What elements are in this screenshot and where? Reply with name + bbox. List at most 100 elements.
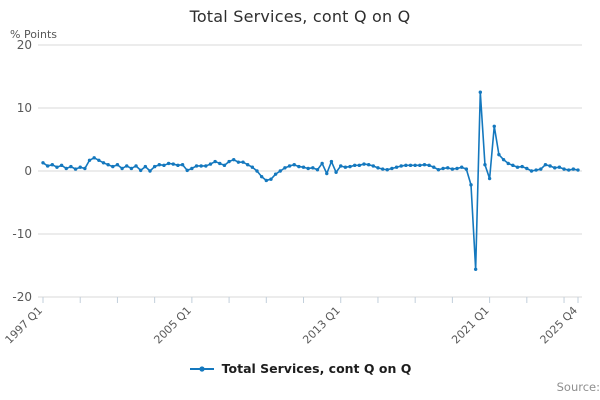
y-tick-label: 0: [24, 164, 32, 178]
data-point: [473, 267, 478, 271]
data-point: [157, 163, 161, 167]
data-point: [436, 168, 441, 172]
data-point: [241, 160, 245, 164]
data-point: [264, 178, 268, 183]
data-point: [208, 162, 213, 166]
data-point: [311, 166, 315, 170]
legend-item-total-services[interactable]: Total Services, cont Q on Q: [189, 361, 412, 376]
data-point: [543, 163, 548, 167]
data-point: [185, 168, 189, 173]
data-point: [357, 163, 362, 168]
data-point: [129, 166, 134, 171]
data-point: [441, 166, 445, 171]
data-point: [204, 164, 208, 168]
data-point: [125, 164, 129, 168]
data-point: [120, 166, 124, 171]
data-point: [506, 161, 510, 166]
data-point: [571, 167, 576, 171]
legend-label: Total Services, cont Q on Q: [221, 361, 412, 376]
data-point: [218, 161, 222, 166]
source-label: Source:: [556, 380, 600, 394]
data-point: [334, 170, 338, 174]
data-point: [432, 165, 436, 169]
data-point: [567, 168, 571, 172]
data-point: [232, 157, 236, 162]
series-line: [42, 91, 579, 271]
data-point: [464, 167, 469, 171]
data-point: [348, 164, 352, 169]
data-point: [413, 163, 417, 168]
data-point: [41, 161, 45, 165]
data-point: [487, 176, 492, 181]
y-tick-label: 10: [17, 101, 32, 115]
data-point: [50, 163, 54, 167]
data-point: [273, 172, 278, 176]
data-point: [55, 165, 59, 169]
data-point: [199, 164, 203, 168]
x-tick-label: 2021 Q1: [449, 304, 492, 347]
data-point: [297, 164, 301, 169]
data-point: [101, 161, 106, 165]
data-point: [111, 164, 115, 169]
data-point: [259, 174, 264, 179]
data-point: [269, 177, 273, 181]
data-point: [180, 163, 185, 167]
data-point: [152, 164, 157, 169]
data-point: [292, 163, 296, 167]
data-point: [501, 157, 506, 162]
data-point: [576, 168, 580, 172]
data-point: [250, 165, 255, 169]
data-point: [69, 164, 73, 169]
data-point: [390, 166, 394, 171]
data-point: [329, 159, 334, 164]
data-point: [446, 166, 450, 170]
data-point: [139, 168, 143, 173]
data-point: [557, 165, 562, 169]
data-point: [190, 166, 194, 171]
data-point: [283, 166, 287, 170]
chart-title: Total Services, cont Q on Q: [189, 7, 411, 26]
y-tick-label: -10: [12, 227, 32, 241]
data-point: [422, 163, 427, 167]
data-point: [213, 159, 217, 164]
data-point: [553, 166, 557, 170]
data-point: [548, 164, 552, 168]
data-point: [339, 164, 343, 168]
x-tick-label: 1997 Q1: [3, 304, 46, 347]
data-point: [278, 169, 282, 173]
data-point: [115, 163, 120, 167]
data-point: [343, 165, 348, 169]
data-point: [255, 169, 259, 173]
data-point: [236, 160, 241, 164]
y-axis-unit-label: % Points: [10, 28, 57, 41]
data-point: [87, 158, 92, 162]
data-point: [539, 167, 543, 171]
legend: Total Services, cont Q on Q: [0, 361, 600, 376]
data-point: [287, 164, 292, 168]
data-point: [362, 162, 366, 166]
data-point: [143, 164, 148, 169]
data-point: [483, 163, 487, 167]
line-with-dot-icon: [189, 365, 214, 372]
data-point: [469, 183, 473, 187]
data-point: [45, 164, 50, 168]
y-tick-label: 20: [17, 38, 32, 52]
data-point: [534, 168, 538, 172]
data-point: [380, 167, 385, 171]
data-point: [478, 90, 482, 94]
data-point: [562, 167, 566, 171]
data-point: [399, 164, 403, 168]
data-point: [404, 163, 408, 168]
data-point: [166, 161, 171, 166]
data-point: [353, 163, 357, 168]
data-point: [320, 161, 324, 166]
data-point: [106, 163, 110, 167]
data-point: [385, 168, 389, 172]
data-point: [511, 163, 515, 168]
data-point: [492, 124, 496, 128]
data-point: [134, 164, 138, 168]
data-point: [171, 162, 175, 166]
data-point: [246, 163, 250, 167]
data-point: [371, 164, 375, 168]
